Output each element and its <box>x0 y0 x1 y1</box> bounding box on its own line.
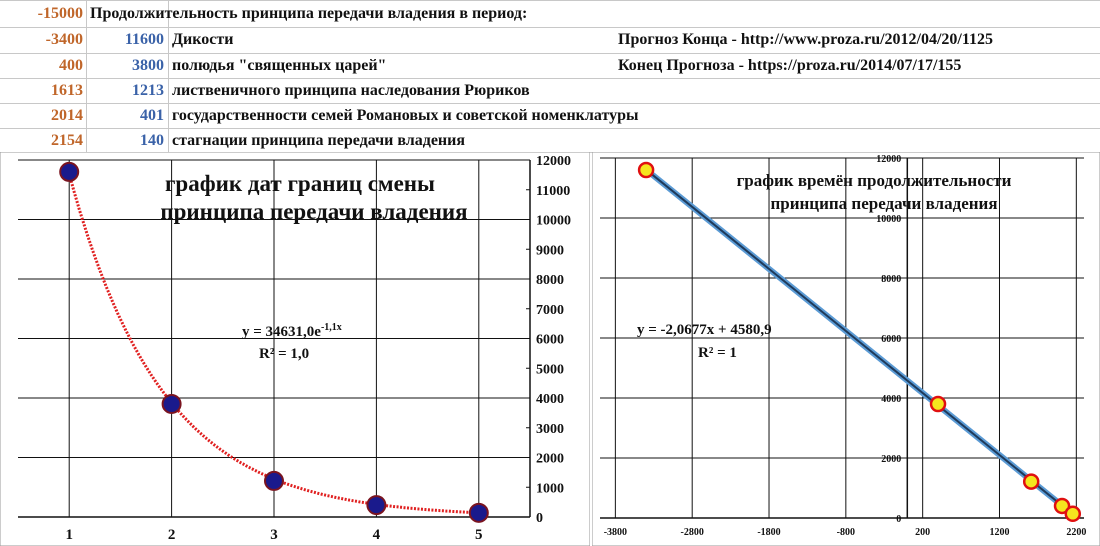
label-cell[interactable]: лиственичного принципа наследования Рюри… <box>172 82 530 99</box>
forecast-start-cell[interactable]: Прогноз Конца - http://www.proza.ru/2012… <box>618 31 993 48</box>
x-tick-label: 200 <box>915 527 930 538</box>
header-text-cell[interactable]: Продолжительность принципа передачи влад… <box>90 5 528 22</box>
chart-title-line: график времён продолжительности <box>737 171 1012 190</box>
x-tick-label: 5 <box>475 527 483 543</box>
x-tick-label: -3800 <box>604 527 627 538</box>
y-tick-label: 12000 <box>876 154 901 165</box>
data-point <box>1053 497 1071 515</box>
x-tick-label: -2800 <box>681 527 704 538</box>
trendline-r2: R² = 1,0 <box>259 346 309 362</box>
linear-chart[interactable]: 0 2000 4000 6000 8000 10000 12000 -3800 -2800 -1… <box>592 152 1100 546</box>
x-tick-label: -800 <box>837 527 855 538</box>
trendline-equation: y = -2,0677x + 4580,9 <box>637 322 772 338</box>
y-tick-label: 2000 <box>536 452 564 467</box>
x-tick-label: 2200 <box>1066 527 1086 538</box>
y-tick-label: 10000 <box>536 214 571 229</box>
year-cell[interactable]: 2014 <box>51 107 83 124</box>
duration-cell[interactable]: 1213 <box>132 82 164 99</box>
y-tick-label: 0 <box>896 514 901 525</box>
header-value-cell[interactable]: -15000 <box>37 5 83 22</box>
grid-line <box>86 0 87 152</box>
chart-title-line: график дат границ смены <box>165 171 435 196</box>
y-tick-label: 3000 <box>536 422 564 437</box>
data-point <box>468 502 489 523</box>
chart-area <box>0 152 590 546</box>
y-tick-label: 11000 <box>536 184 570 199</box>
year-cell[interactable]: 1613 <box>51 82 83 99</box>
x-tick-label: 2 <box>168 527 176 543</box>
spreadsheet: -15000 Продолжительность принципа переда… <box>0 0 1100 153</box>
duration-cell[interactable]: 140 <box>140 132 164 149</box>
x-tick-label: 1200 <box>989 527 1009 538</box>
label-cell[interactable]: государственности семей Романовых и сове… <box>172 107 639 124</box>
trendline <box>67 173 479 515</box>
year-cell[interactable]: 2154 <box>51 132 83 149</box>
trendline-r2: R² = 1 <box>698 345 737 361</box>
year-cell[interactable]: -3400 <box>45 31 83 48</box>
label-cell[interactable]: стагнации принципа передачи владения <box>172 132 466 149</box>
x-tick-label: 1 <box>65 527 73 543</box>
label-cell[interactable]: полюдья "священных царей" <box>172 57 387 74</box>
y-tick-label: 2000 <box>881 454 901 465</box>
trendline <box>645 168 1074 515</box>
y-tick-label: 12000 <box>536 154 571 169</box>
label-cell[interactable]: Дикости <box>172 31 234 48</box>
data-point <box>366 495 387 516</box>
data-point <box>59 161 80 182</box>
exponential-chart[interactable]: 0 1000 2000 3000 4000 5000 6000 7000 8000 9000 100… <box>0 152 590 546</box>
duration-cell[interactable]: 11600 <box>124 31 164 48</box>
data-point <box>1064 505 1082 523</box>
duration-cell[interactable]: 401 <box>140 107 164 124</box>
y-tick-label: 8000 <box>536 273 564 288</box>
grid-line <box>168 0 169 152</box>
duration-cell[interactable]: 3800 <box>132 57 164 74</box>
x-tick-label: 3 <box>270 527 278 543</box>
forecast-end-cell[interactable]: Конец Прогноза - https://proza.ru/2014/0… <box>618 57 962 74</box>
y-tick-label: 10000 <box>876 214 901 225</box>
x-tick-label: -1800 <box>757 527 780 538</box>
y-tick-label: 6000 <box>881 334 901 345</box>
y-tick-label: 4000 <box>536 392 564 407</box>
grid-line <box>0 128 1100 129</box>
grid-line <box>0 78 1100 79</box>
data-point <box>1022 473 1040 490</box>
data-point <box>264 470 284 491</box>
y-tick-label: 9000 <box>536 243 564 258</box>
trendline-equation: y = 34631,0e-1,1x <box>242 322 342 340</box>
y-tick-label: 6000 <box>536 333 564 348</box>
grid-line <box>0 0 1100 1</box>
x-tick-label: 4 <box>373 527 381 543</box>
y-tick-label: 4000 <box>881 394 901 405</box>
grid-line <box>0 27 1100 28</box>
year-cell[interactable]: 400 <box>59 57 83 74</box>
y-tick-label: 8000 <box>881 274 901 285</box>
chart-title-line: принципа передачи владения <box>160 199 467 224</box>
data-point <box>161 393 182 414</box>
y-tick-label: 7000 <box>536 303 564 318</box>
y-tick-label: 5000 <box>536 362 564 377</box>
y-tick-label: 1000 <box>536 481 564 496</box>
chart-title-line: принципа передачи владения <box>770 194 997 213</box>
data-point <box>929 395 947 413</box>
data-point <box>637 161 655 179</box>
grid-line <box>0 53 1100 54</box>
grid-line <box>0 103 1100 104</box>
y-tick-label: 0 <box>536 511 543 526</box>
